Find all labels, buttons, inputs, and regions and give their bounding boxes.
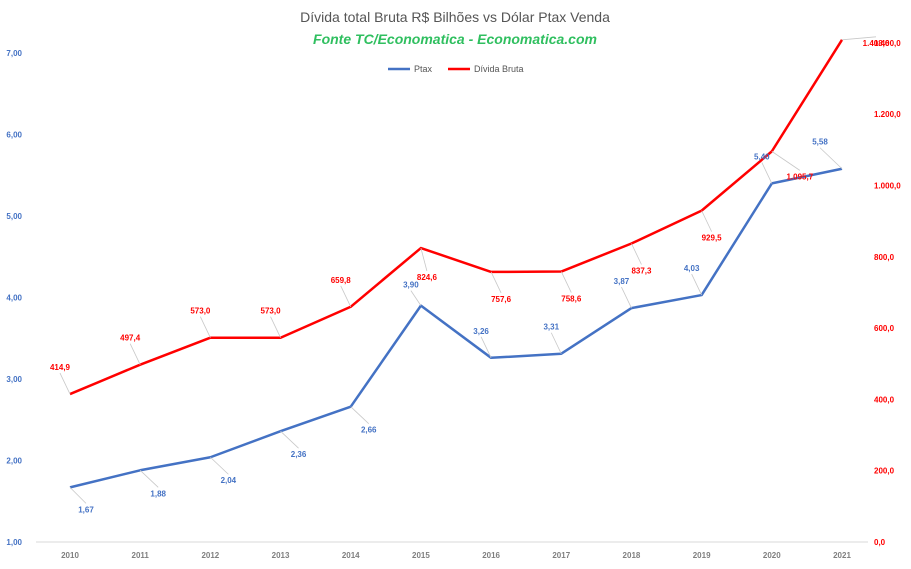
data-label-leader [701,210,712,232]
data-label: 1,88 [150,489,166,498]
data-label-leader [59,372,71,395]
data-label-leader [129,343,141,365]
data-label-leader [340,285,352,307]
data-label-leader [550,332,562,354]
data-label: 758,6 [561,295,582,304]
right-axis-tick: 0,0 [874,538,886,547]
data-label: 573,0 [261,307,282,316]
data-label-leader [410,290,422,306]
x-axis-tick: 2016 [482,551,500,560]
right-axis-tick: 800,0 [874,253,895,262]
left-axis-tick: 1,00 [6,538,22,547]
data-label-leader [631,243,642,265]
data-label-leader [819,147,843,170]
data-label: 5,40 [754,152,770,161]
x-axis-tick: 2014 [342,551,360,560]
left-axis-tick: 5,00 [6,212,22,221]
data-label: 929,5 [702,234,723,243]
data-label: 2,36 [291,450,307,459]
data-label-leader [771,151,801,171]
series-line-ptax [69,167,843,489]
data-label-leader [69,487,87,504]
data-label: 659,8 [331,276,352,285]
left-axis: 1,00 2,00 3,00 4,00 5,00 6,00 7,00 [6,49,22,547]
x-axis-tick: 2015 [412,551,430,560]
data-label: 5,58 [812,138,828,147]
left-axis-tick: 2,00 [6,457,22,466]
data-label: 3,87 [614,277,630,286]
left-axis-tick: 7,00 [6,49,22,58]
series-layer [69,39,844,489]
data-label: 2,66 [361,426,377,435]
data-label: 1.095,7 [786,172,813,181]
data-label-leader [490,271,502,294]
data-label-leader [761,162,773,184]
data-label-leader [841,36,877,41]
legend-label-divida: Dívida Bruta [474,64,524,74]
data-label: 1,67 [78,505,94,514]
data-label: 3,90 [403,281,419,290]
data-label-leader [280,430,299,449]
data-label-leader [621,286,632,309]
x-axis-tick: 2021 [833,551,851,560]
data-label: 757,6 [491,295,512,304]
chart-title: Dívida total Bruta R$ Bilhões vs Dólar P… [300,9,610,25]
left-axis-tick: 6,00 [6,131,22,140]
data-label-leader [420,247,428,272]
data-label-layer: 1,67 1,88 2,04 2,36 2,66 3,90 3,26 3,31 3,87 4,03… [50,36,890,514]
legend: Ptax Dívida Bruta [388,64,524,74]
data-label-leader [200,316,211,338]
data-label-leader [480,336,492,358]
x-axis-tick: 2017 [552,551,570,560]
right-axis-tick: 1.400,0 [874,39,901,48]
data-label: 3,26 [473,327,489,336]
left-axis-tick: 3,00 [6,375,22,384]
x-axis-tick: 2010 [61,551,79,560]
chart-subtitle: Fonte TC/Economatica - Economatica.com [313,31,597,47]
x-axis-tick: 2013 [272,551,290,560]
x-axis-tick: 2020 [763,551,781,560]
data-label: 497,4 [120,334,141,343]
data-label: 2,04 [221,476,237,485]
data-label: 3,31 [543,323,559,332]
series-line-divida-bruta [69,39,844,396]
right-axis-tick: 200,0 [874,467,895,476]
data-label: 824,6 [417,273,438,282]
data-label: 1.408,6 [863,39,890,48]
data-label-leader [210,456,229,475]
x-axis-tick: 2011 [132,551,150,560]
data-label: 414,9 [50,363,71,372]
right-axis-tick: 1.200,0 [874,110,901,119]
data-label-leader [691,273,702,296]
data-label-leader [139,469,159,488]
x-axis: 2010 2011 2012 2013 2014 2015 2016 2017 2018 2019… [36,541,868,560]
left-axis-tick: 4,00 [6,294,22,303]
data-label: 837,3 [631,267,652,276]
x-axis-tick: 2018 [623,551,641,560]
right-axis-tick: 600,0 [874,324,895,333]
right-axis-tick: 1.000,0 [874,182,901,191]
data-label: 573,0 [190,307,211,316]
x-axis-tick: 2012 [201,551,219,560]
data-label: 4,03 [684,264,700,273]
right-axis: 0,0 200,0 400,0 600,0 800,0 1.000,0 1.200,0 1.4… [874,39,901,547]
data-label-leader [350,406,370,425]
right-axis-tick: 400,0 [874,395,895,404]
data-label-leader [270,316,281,338]
data-label-leader [560,271,572,293]
legend-label-ptax: Ptax [414,64,433,74]
x-axis-tick: 2019 [693,551,711,560]
